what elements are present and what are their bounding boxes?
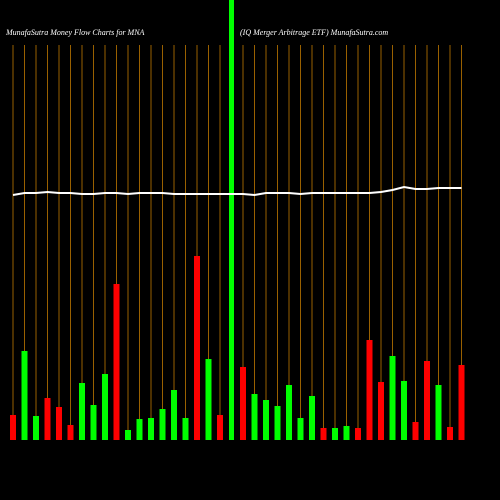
bar (205, 359, 212, 440)
bar (21, 351, 28, 440)
chart-subtitle: (IQ Merger Arbitrage ETF) MunafaSutra.co… (240, 28, 388, 37)
bar (67, 425, 74, 440)
bar (274, 406, 281, 440)
bar (435, 385, 442, 440)
bar (297, 418, 304, 440)
bar (159, 409, 166, 440)
bar (10, 415, 16, 440)
bar (355, 428, 361, 440)
chart-title: MunafaSutra Money Flow Charts for MNA (5, 28, 145, 37)
bar (148, 418, 154, 440)
bar (56, 407, 62, 440)
bar (332, 428, 338, 440)
bar (229, 0, 234, 440)
bar (125, 430, 131, 440)
bar (378, 382, 384, 440)
bar (102, 374, 108, 440)
flow-line (12, 185, 462, 197)
bar (343, 426, 350, 440)
bar (320, 428, 327, 440)
bar (389, 356, 396, 440)
bar (447, 427, 453, 440)
bar (136, 419, 143, 440)
bar (171, 390, 177, 440)
bar (424, 361, 430, 440)
bar (251, 394, 258, 440)
bar (194, 256, 200, 440)
bar (309, 396, 315, 440)
bar (44, 398, 51, 440)
bar (240, 367, 246, 440)
bar (90, 405, 97, 440)
bar (182, 418, 189, 440)
bar (79, 383, 85, 440)
bar (458, 365, 465, 440)
bar (401, 381, 407, 440)
bar (263, 400, 269, 440)
bar (412, 422, 419, 440)
bar (217, 415, 223, 440)
bar (286, 385, 292, 440)
bar (113, 284, 120, 440)
bar (33, 416, 39, 440)
bar (366, 340, 373, 440)
